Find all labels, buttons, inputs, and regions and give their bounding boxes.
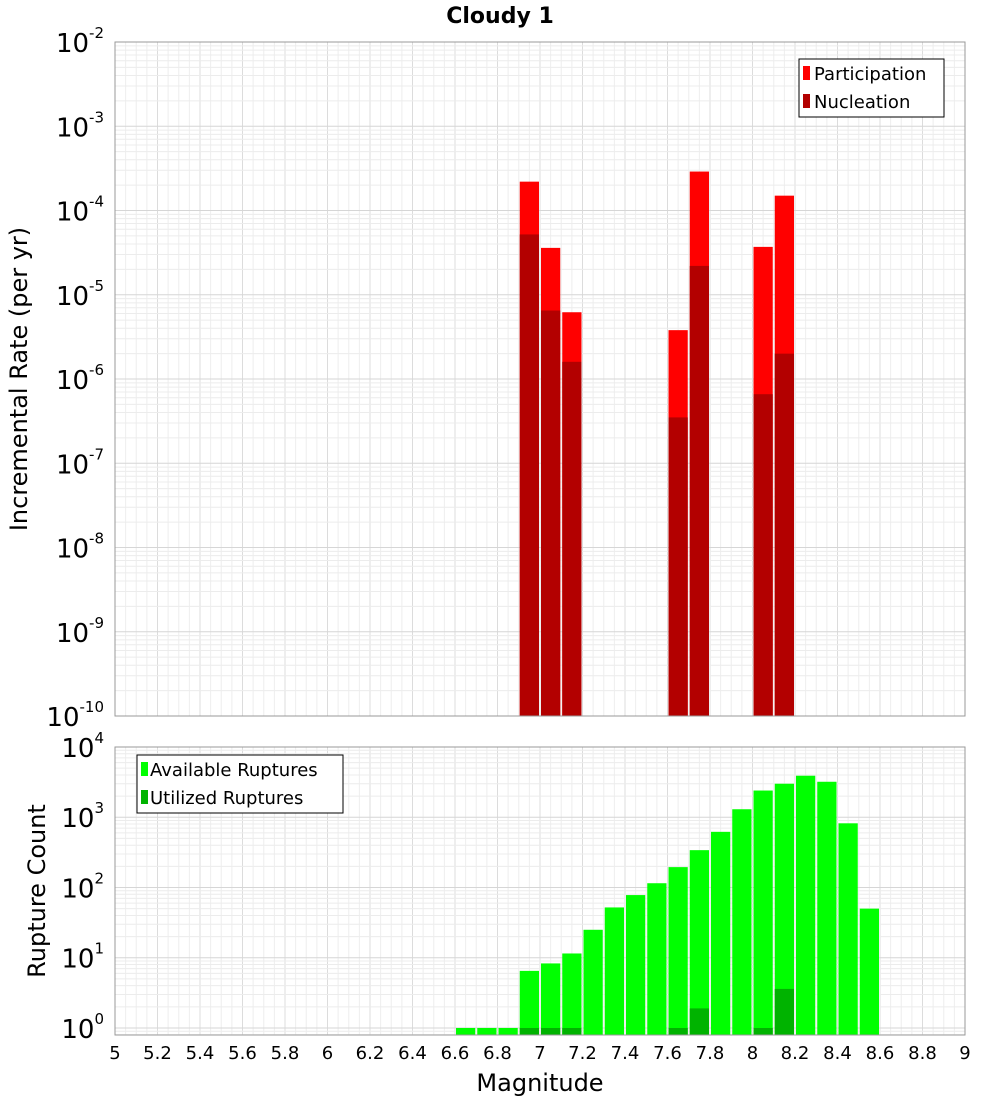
x-tick-label: 7.2 — [568, 1043, 597, 1064]
bottom-bar-available-ruptures — [498, 1027, 518, 1035]
top-y-tick-label: 10-6 — [56, 361, 104, 396]
bottom-bar-available-ruptures — [604, 907, 624, 1035]
x-tick-label: 6.2 — [356, 1043, 385, 1064]
top-bar-nucleation — [689, 265, 709, 716]
x-tick-label: 8.4 — [823, 1043, 852, 1064]
top-y-tick-label: 10-9 — [56, 614, 104, 649]
bottom-bar-available-ruptures — [774, 783, 794, 1035]
bottom-bar-available-ruptures — [647, 883, 667, 1035]
bottom-bar-available-ruptures — [456, 1027, 476, 1035]
top-y-axis-label: Incremental Rate (per yr) — [5, 227, 33, 531]
x-tick-labels: 5 5.2 5.4 5.6 5.8 6 6.2 6.4 6.6 6.8 7 7.2 7.4 7.6 7.8 8… — [109, 1043, 970, 1064]
bottom-bar-utilized-ruptures — [519, 1027, 539, 1035]
bottom-bar-available-ruptures — [668, 867, 688, 1035]
bottom-bar-available-ruptures — [838, 823, 858, 1035]
bottom-y-ticks: 100 101 102 103 104 — [61, 729, 104, 1045]
bottom-legend: Available Ruptures Utilized Ruptures — [136, 754, 344, 814]
top-y-tick-label: 10-7 — [56, 445, 104, 480]
top-bar-nucleation — [562, 361, 582, 716]
legend-label-utilized: Utilized Ruptures — [150, 788, 303, 809]
x-tick-label: 7.4 — [611, 1043, 640, 1064]
legend-label-participation: Participation — [814, 64, 926, 85]
bottom-bar-available-ruptures — [859, 908, 879, 1035]
x-tick-label: 5.6 — [228, 1043, 257, 1064]
bottom-bars — [456, 775, 879, 1035]
top-y-tick-label: 10-5 — [56, 277, 104, 312]
top-panel: 10-10 10-9 10-8 10-7 10-6 10-5 10-4 10-3 10-2 In… — [5, 24, 966, 733]
legend-swatch-nucleation — [803, 94, 810, 108]
top-y-tick-label: 10-4 — [56, 193, 104, 228]
legend-swatch-utilized — [141, 790, 148, 804]
bottom-y-tick-label: 104 — [61, 729, 104, 764]
bottom-y-tick-label: 100 — [61, 1010, 104, 1045]
bottom-bar-utilized-ruptures — [689, 1008, 709, 1035]
bottom-bar-utilized-ruptures — [774, 988, 794, 1035]
legend-label-nucleation: Nucleation — [814, 92, 910, 113]
top-y-tick-label: 10-10 — [46, 698, 104, 733]
top-plot-border — [114, 41, 966, 717]
bottom-bar-available-ruptures — [796, 775, 816, 1035]
x-tick-label: 7.8 — [696, 1043, 725, 1064]
x-tick-label: 7 — [534, 1043, 545, 1064]
top-bar-nucleation — [774, 353, 794, 716]
top-bars — [519, 171, 794, 717]
legend-swatch-participation — [803, 66, 810, 80]
legend-label-available: Available Ruptures — [150, 760, 318, 781]
legend-swatch-available — [141, 762, 148, 776]
x-axis-label: Magnitude — [476, 1069, 603, 1097]
top-bar-nucleation — [753, 394, 773, 716]
x-tick-label: 5.2 — [143, 1043, 172, 1064]
bottom-bar-utilized-ruptures — [562, 1027, 582, 1035]
x-tick-label: 5 — [109, 1043, 120, 1064]
bottom-bar-available-ruptures — [583, 929, 603, 1035]
bottom-bar-available-ruptures — [732, 809, 752, 1035]
x-tick-label: 9 — [959, 1043, 970, 1064]
bottom-bar-available-ruptures — [626, 895, 646, 1035]
bottom-legend-box — [136, 754, 344, 814]
bottom-bar-available-ruptures — [753, 790, 773, 1035]
chart-title: Cloudy 1 — [446, 4, 554, 29]
bottom-bar-available-ruptures — [541, 963, 561, 1035]
x-tick-label: 7.6 — [653, 1043, 682, 1064]
bottom-bar-available-ruptures — [711, 831, 731, 1035]
top-bar-nucleation — [541, 310, 561, 716]
x-tick-label: 8.8 — [908, 1043, 937, 1064]
bottom-y-tick-label: 101 — [61, 940, 104, 975]
bottom-y-tick-label: 102 — [61, 869, 104, 904]
top-y-ticks: 10-10 10-9 10-8 10-7 10-6 10-5 10-4 10-3 10-2 — [46, 24, 104, 733]
x-tick-label: 8 — [747, 1043, 758, 1064]
bottom-bar-available-ruptures — [519, 970, 539, 1035]
top-legend: Participation Nucleation — [798, 58, 945, 118]
bottom-bar-available-ruptures — [689, 850, 709, 1035]
bottom-y-axis-label: Rupture Count — [23, 804, 51, 978]
bottom-panel: 100 101 102 103 104 Rupture Count Available … — [23, 729, 971, 1097]
x-tick-label: 5.8 — [271, 1043, 300, 1064]
top-bar-nucleation — [519, 234, 539, 717]
top-y-tick-label: 10-2 — [56, 24, 104, 59]
top-y-tick-label: 10-3 — [56, 108, 104, 143]
x-tick-label: 6.6 — [441, 1043, 470, 1064]
bottom-bar-available-ruptures — [817, 781, 837, 1035]
top-grid — [114, 42, 966, 717]
x-tick-label: 6.8 — [483, 1043, 512, 1064]
top-bar-nucleation — [668, 417, 688, 716]
bottom-y-tick-label: 103 — [61, 799, 104, 834]
x-tick-label: 6.4 — [398, 1043, 427, 1064]
x-tick-label: 8.6 — [866, 1043, 895, 1064]
top-y-tick-label: 10-8 — [56, 530, 104, 565]
top-legend-box — [798, 58, 945, 118]
x-tick-label: 5.4 — [186, 1043, 215, 1064]
bottom-bar-utilized-ruptures — [541, 1027, 561, 1035]
bottom-bar-available-ruptures — [562, 953, 582, 1035]
bottom-bar-available-ruptures — [477, 1027, 497, 1035]
bottom-plot-border — [114, 746, 966, 1036]
x-tick-label: 6 — [322, 1043, 333, 1064]
x-tick-label: 8.2 — [781, 1043, 810, 1064]
bottom-bar-utilized-ruptures — [668, 1027, 688, 1035]
bottom-bar-utilized-ruptures — [753, 1027, 773, 1035]
